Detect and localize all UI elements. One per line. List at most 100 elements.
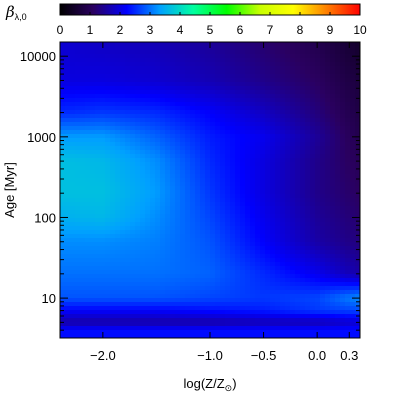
heatmap-cell (325, 154, 331, 159)
heatmap-cell (255, 146, 261, 151)
heatmap-cell (340, 234, 346, 239)
heatmap-cell (155, 294, 161, 299)
heatmap-cell (340, 46, 346, 51)
heatmap-cell (120, 102, 126, 107)
heatmap-cell (185, 314, 191, 319)
heatmap-cell (80, 198, 86, 203)
heatmap-cell (290, 246, 296, 251)
heatmap-cell (195, 318, 201, 323)
heatmap-cell (350, 114, 356, 119)
heatmap-cell (340, 202, 346, 207)
heatmap-cell (135, 74, 141, 79)
heatmap-cell (85, 290, 91, 295)
heatmap-cell (250, 70, 256, 75)
heatmap-cell (100, 190, 106, 195)
heatmap-cell (205, 314, 211, 319)
heatmap-cell (245, 166, 251, 171)
heatmap-cell (265, 286, 271, 291)
heatmap-cell (85, 130, 91, 135)
heatmap-cell (80, 186, 86, 191)
heatmap-cell (355, 42, 360, 47)
heatmap-cell (355, 214, 360, 219)
heatmap-cell (275, 142, 281, 147)
heatmap-cell (325, 178, 331, 183)
heatmap-cell (140, 218, 146, 223)
heatmap-cell (305, 286, 311, 291)
heatmap-cell (125, 302, 131, 307)
heatmap-cell (170, 266, 176, 271)
heatmap-cell (155, 310, 161, 315)
heatmap-cell (100, 298, 106, 303)
heatmap-cell (310, 246, 316, 251)
heatmap-cell (325, 302, 331, 307)
heatmap-cell (140, 174, 146, 179)
heatmap-cell (255, 326, 261, 331)
heatmap-cell (335, 50, 341, 55)
heatmap-cell (145, 258, 151, 263)
heatmap-cell (230, 282, 236, 287)
heatmap-cell (330, 114, 336, 119)
heatmap-cell (110, 78, 116, 83)
heatmap-cell (115, 282, 121, 287)
heatmap-cell (160, 326, 166, 331)
heatmap-cell (175, 118, 181, 123)
heatmap-cell (140, 154, 146, 159)
heatmap-cell (285, 66, 291, 71)
heatmap-cell (70, 82, 76, 87)
heatmap-cell (310, 74, 316, 79)
heatmap-cell (355, 234, 360, 239)
heatmap-cell (270, 250, 276, 255)
heatmap-cell (220, 190, 226, 195)
heatmap-cell (145, 54, 151, 59)
heatmap-cell (75, 174, 81, 179)
heatmap-cell (250, 214, 256, 219)
heatmap-cell (200, 202, 206, 207)
heatmap-cell (250, 178, 256, 183)
heatmap-cell (215, 130, 221, 135)
heatmap-cell (95, 190, 101, 195)
heatmap-cell (250, 218, 256, 223)
heatmap-cell (335, 194, 341, 199)
heatmap-cell (135, 106, 141, 111)
heatmap-cell (340, 110, 346, 115)
heatmap-cell (165, 226, 171, 231)
heatmap-cell (250, 50, 256, 55)
heatmap-cell (150, 234, 156, 239)
heatmap-cell (275, 298, 281, 303)
heatmap-cell (145, 282, 151, 287)
heatmap-cell (130, 142, 136, 147)
heatmap-cell (155, 130, 161, 135)
heatmap-cell (205, 142, 211, 147)
heatmap-cell (280, 186, 286, 191)
heatmap-cell (245, 294, 251, 299)
heatmap-cell (200, 166, 206, 171)
heatmap-cell (305, 174, 311, 179)
heatmap-cell (135, 46, 141, 51)
heatmap-cell (305, 314, 311, 319)
heatmap-cell (105, 206, 111, 211)
heatmap-cell (220, 198, 226, 203)
heatmap-cell (355, 134, 360, 139)
heatmap-cell (75, 138, 81, 143)
heatmap-cell (140, 266, 146, 271)
heatmap-cell (345, 166, 351, 171)
heatmap-cell (320, 114, 326, 119)
heatmap-cell (285, 146, 291, 151)
heatmap-cell (90, 186, 96, 191)
heatmap-cell (155, 246, 161, 251)
heatmap-cell (240, 210, 246, 215)
heatmap-cell (155, 278, 161, 283)
heatmap-cell (175, 310, 181, 315)
heatmap-cell (185, 90, 191, 95)
heatmap-cell (245, 254, 251, 259)
heatmap-cell (305, 78, 311, 83)
heatmap-cell (80, 134, 86, 139)
heatmap-cell (275, 146, 281, 151)
heatmap-cell (295, 298, 301, 303)
heatmap-cell (310, 154, 316, 159)
heatmap-cell (195, 50, 201, 55)
heatmap-cell (135, 154, 141, 159)
heatmap-cell (125, 98, 131, 103)
heatmap-cell (290, 90, 296, 95)
heatmap-cell (200, 266, 206, 271)
